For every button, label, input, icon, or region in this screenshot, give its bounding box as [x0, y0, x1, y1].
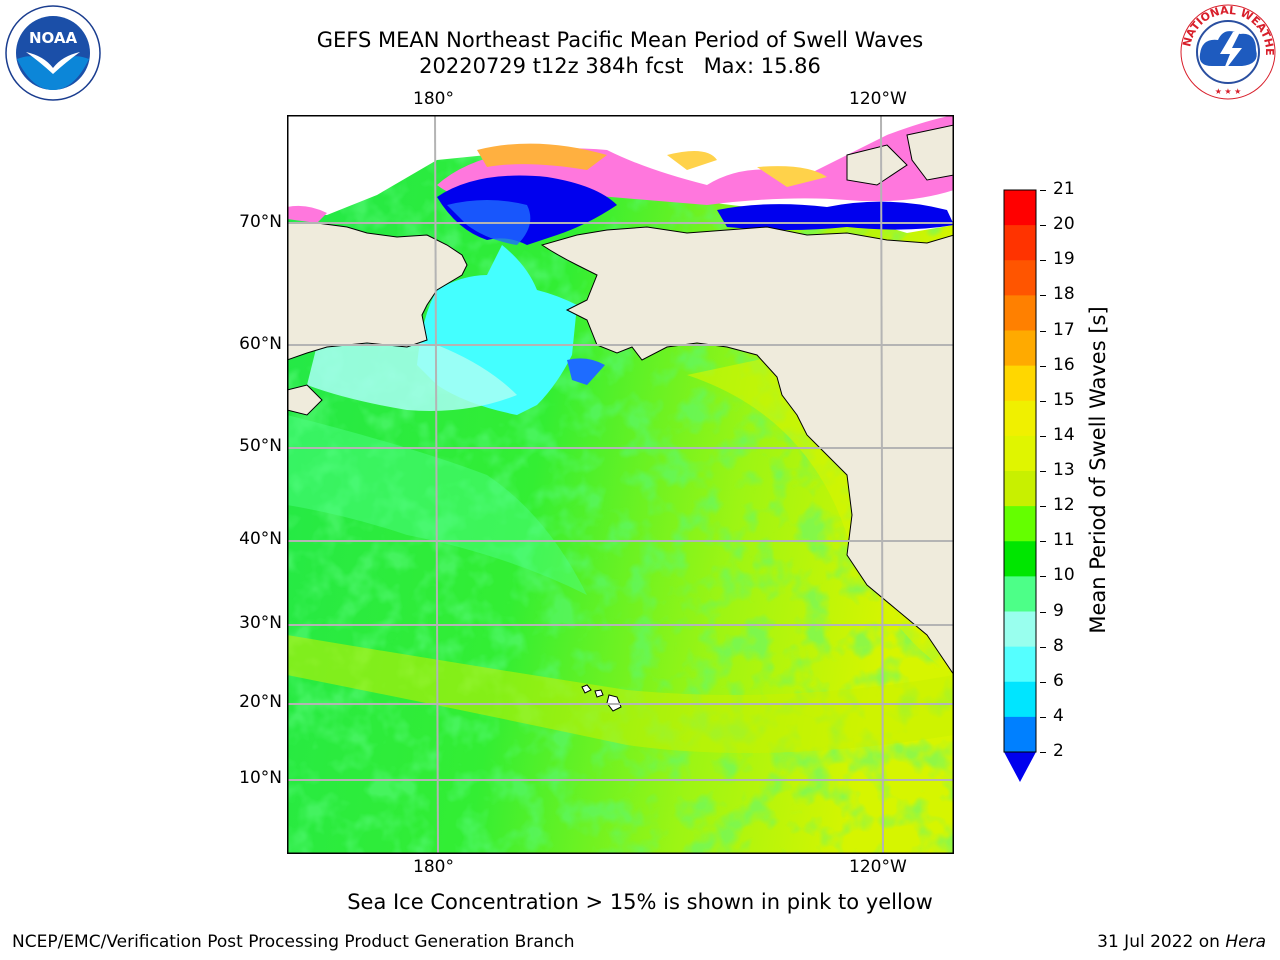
colorbar-tick-label: 17 [1053, 319, 1075, 340]
colorbar-tick-label: 11 [1053, 530, 1075, 551]
lat-label-50n: 50°N [239, 436, 282, 456]
svg-text:★ ★ ★: ★ ★ ★ [1215, 87, 1242, 96]
swell-period-map [287, 115, 954, 854]
map-frame [287, 115, 954, 854]
colorbar-tick-mark [1040, 681, 1046, 683]
colorbar-tick-label: 13 [1053, 460, 1075, 480]
colorbar-segment [1004, 365, 1036, 402]
colorbar [1000, 186, 1040, 786]
footer-date: 31 Jul 2022 on Hera [1097, 932, 1266, 952]
colorbar-tick-mark [1040, 576, 1046, 578]
sea-ice-orange [477, 143, 607, 170]
map-canvas [287, 115, 954, 854]
colorbar-segment [1004, 471, 1036, 507]
svg-text:NOAA: NOAA [29, 29, 78, 47]
lon-label-bottom-120w: 120°W [849, 857, 907, 877]
lat-label-60n: 60°N [239, 334, 282, 354]
colorbar-tick-mark [1040, 716, 1046, 718]
colorbar-segment [1004, 646, 1036, 683]
colorbar-tick-mark [1040, 541, 1046, 543]
tropical-long-period-band [287, 635, 954, 753]
colorbar-tick-label: 9 [1053, 600, 1064, 621]
colorbar-frame [1003, 189, 1037, 753]
colorbar-tick-label: 20 [1053, 214, 1075, 235]
colorbar-segment [1004, 541, 1036, 577]
colorbar-tick-label: 12 [1053, 495, 1075, 516]
colorbar-segment [1004, 506, 1036, 542]
bristol-bay-blue [567, 358, 605, 385]
footer-machine: Hera [1225, 932, 1266, 952]
lat-label-40n: 40°N [239, 529, 282, 549]
nws-logo: NATIONAL WEATHER SERVICE ★ ★ ★ [1174, 0, 1278, 102]
chart-subtitle: 20220729 t12z 384h fcst Max: 15.86 [419, 54, 821, 78]
lat-label-10n: 10°N [239, 768, 282, 788]
sea-ice-note: Sea Ice Concentration > 15% is shown in … [347, 890, 933, 914]
colorbar-tick-mark [1040, 225, 1046, 227]
chart-title: GEFS MEAN Northeast Pacific Mean Period … [316, 28, 924, 52]
colorbar-tick-label: 10 [1053, 565, 1075, 586]
colorbar-segment [1004, 400, 1036, 437]
land-kamchatka [287, 384, 323, 416]
lat-label-20n: 20°N [239, 692, 282, 712]
colorbar-tick-mark [1040, 471, 1046, 472]
sea-ice-west [287, 205, 327, 223]
colorbar-tick-mark [1040, 330, 1046, 332]
colorbar-extend-triangle [1004, 752, 1036, 782]
lat-label-70n: 70°N [239, 212, 282, 232]
colorbar-tick-label: 21 [1053, 179, 1075, 199]
colorbar-segment [1004, 576, 1036, 612]
colorbar-segment [1004, 225, 1036, 261]
colorbar-segment [1004, 330, 1036, 367]
colorbar-tick-mark [1040, 295, 1046, 297]
colorbar-tick-mark [1040, 752, 1046, 753]
lon-label-top-180: 180° [413, 89, 454, 109]
colorbar-segment [1004, 190, 1036, 226]
colorbar-tick-mark [1040, 435, 1046, 437]
colorbar-tick-label: 15 [1053, 389, 1075, 410]
colorbar-tick-mark [1040, 260, 1046, 262]
colorbar-segment [1004, 681, 1036, 718]
colorbar-tick-label: 16 [1053, 354, 1075, 375]
colorbar-segment [1004, 295, 1036, 331]
colorbar-tick-label: 2 [1053, 741, 1064, 761]
colorbar-tick-mark [1040, 611, 1046, 613]
lon-label-bottom-180: 180° [413, 857, 454, 877]
lat-label-30n: 30°N [239, 613, 282, 633]
land-arctic-island-2 [906, 124, 954, 181]
beaufort-short-period [717, 201, 954, 230]
land-siberia [287, 222, 468, 361]
footer-date-text: 31 Jul 2022 on [1097, 932, 1226, 952]
colorbar-tick-mark [1040, 646, 1046, 648]
colorbar-tick-label: 19 [1053, 249, 1075, 270]
colorbar-tick-label: 18 [1053, 284, 1075, 305]
sea-ice-yellow [667, 151, 827, 187]
colorbar-tick-label: 4 [1053, 705, 1064, 726]
colorbar-segment [1004, 260, 1036, 296]
bering-light-cyan [307, 340, 517, 411]
colorbar-segment [1004, 611, 1036, 648]
land-north-america [540, 226, 954, 676]
colorbar-tick-mark [1040, 506, 1046, 508]
colorbar-tick-label: 8 [1053, 635, 1064, 656]
graticule [287, 115, 954, 854]
footer-organization: NCEP/EMC/Verification Post Processing Pr… [12, 932, 575, 952]
noaa-logo: NOAA [4, 4, 102, 102]
colorbar-tick-label: 14 [1053, 424, 1075, 445]
lon-label-top-120w: 120°W [849, 89, 907, 109]
colorbar-tick-mark [1040, 365, 1046, 367]
colorbar-label: Mean Period of Swell Waves [s] [1086, 306, 1110, 634]
colorbar-segment [1004, 716, 1036, 753]
colorbar-tick-label: 6 [1053, 670, 1064, 691]
colorbar-tick-mark [1040, 190, 1046, 191]
colorbar-segment [1004, 435, 1036, 472]
colorbar-tick-mark [1040, 400, 1046, 402]
